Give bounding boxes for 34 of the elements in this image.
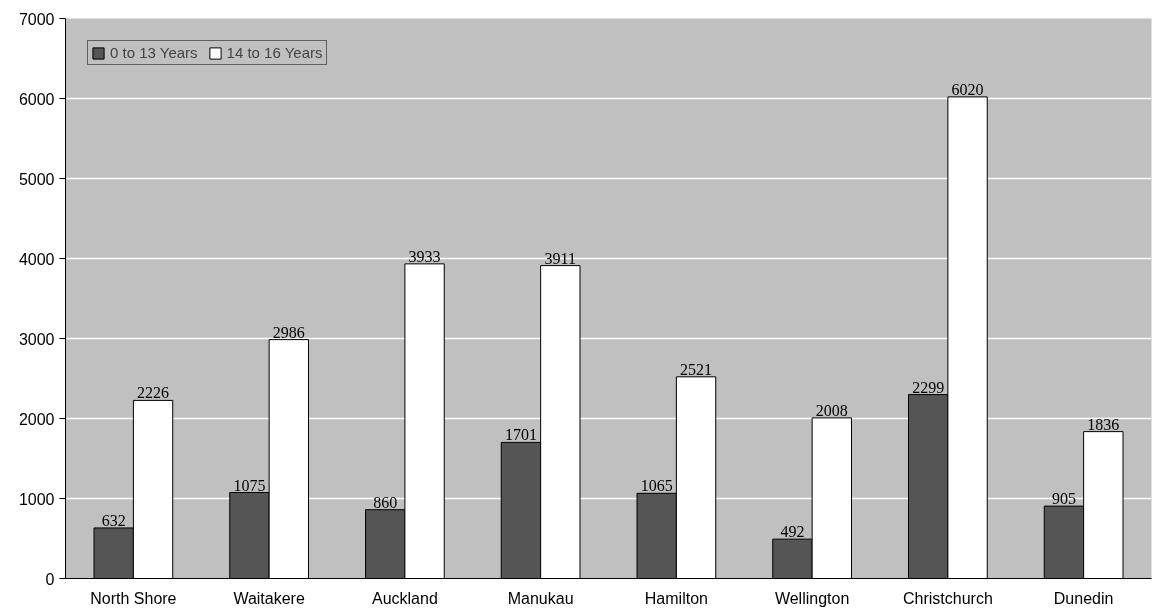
legend-label: 14 to 16 Years (226, 44, 323, 61)
legend-label: 0 to 13 Years (110, 44, 198, 61)
y-tick-label: 6000 (18, 90, 55, 108)
x-tick-label: Wellington (774, 589, 850, 607)
data-label: 1065 (640, 477, 673, 495)
x-tick-label: Auckland (371, 589, 438, 607)
y-tick-label: 3000 (18, 330, 55, 348)
data-label: 1701 (504, 426, 537, 444)
x-tick-label: Hamilton (644, 589, 708, 607)
data-label: 1836 (1087, 415, 1120, 433)
y-tick-label: 1000 (18, 490, 55, 508)
x-tick-label: Christchurch (902, 589, 993, 607)
y-tick-label: 5000 (18, 170, 55, 188)
y-tick-label: 7000 (18, 10, 55, 28)
y-tick-label: 0 (45, 570, 55, 588)
data-label: 492 (780, 523, 805, 541)
y-tick-label: 4000 (18, 250, 55, 268)
x-tick-label: North Shore (90, 589, 177, 607)
data-label: 2008 (815, 401, 848, 419)
y-tick-label: 2000 (18, 410, 55, 428)
data-label: 905 (1051, 490, 1076, 508)
data-label: 632 (101, 511, 126, 529)
data-label: 2299 (912, 378, 945, 396)
data-label: 2986 (272, 323, 305, 341)
data-label: 3933 (408, 247, 441, 265)
x-tick-label: Waitakere (233, 589, 305, 607)
x-tick-label: Dunedin (1053, 589, 1114, 607)
data-label: 1075 (233, 476, 266, 494)
data-label: 2226 (137, 384, 170, 402)
data-label: 860 (373, 493, 398, 511)
data-label: 3911 (544, 249, 577, 267)
data-label: 2521 (680, 360, 713, 378)
data-label: 6020 (951, 80, 984, 98)
x-tick-label: Manukau (507, 589, 574, 607)
